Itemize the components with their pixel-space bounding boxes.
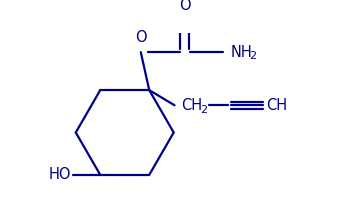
Text: CH: CH (267, 98, 288, 113)
Text: 2: 2 (249, 51, 256, 61)
Text: 2: 2 (200, 104, 207, 115)
Text: O: O (135, 30, 147, 45)
Text: HO: HO (49, 167, 72, 182)
Text: NH: NH (230, 45, 252, 60)
Text: O: O (179, 0, 191, 13)
Text: CH: CH (181, 98, 202, 113)
